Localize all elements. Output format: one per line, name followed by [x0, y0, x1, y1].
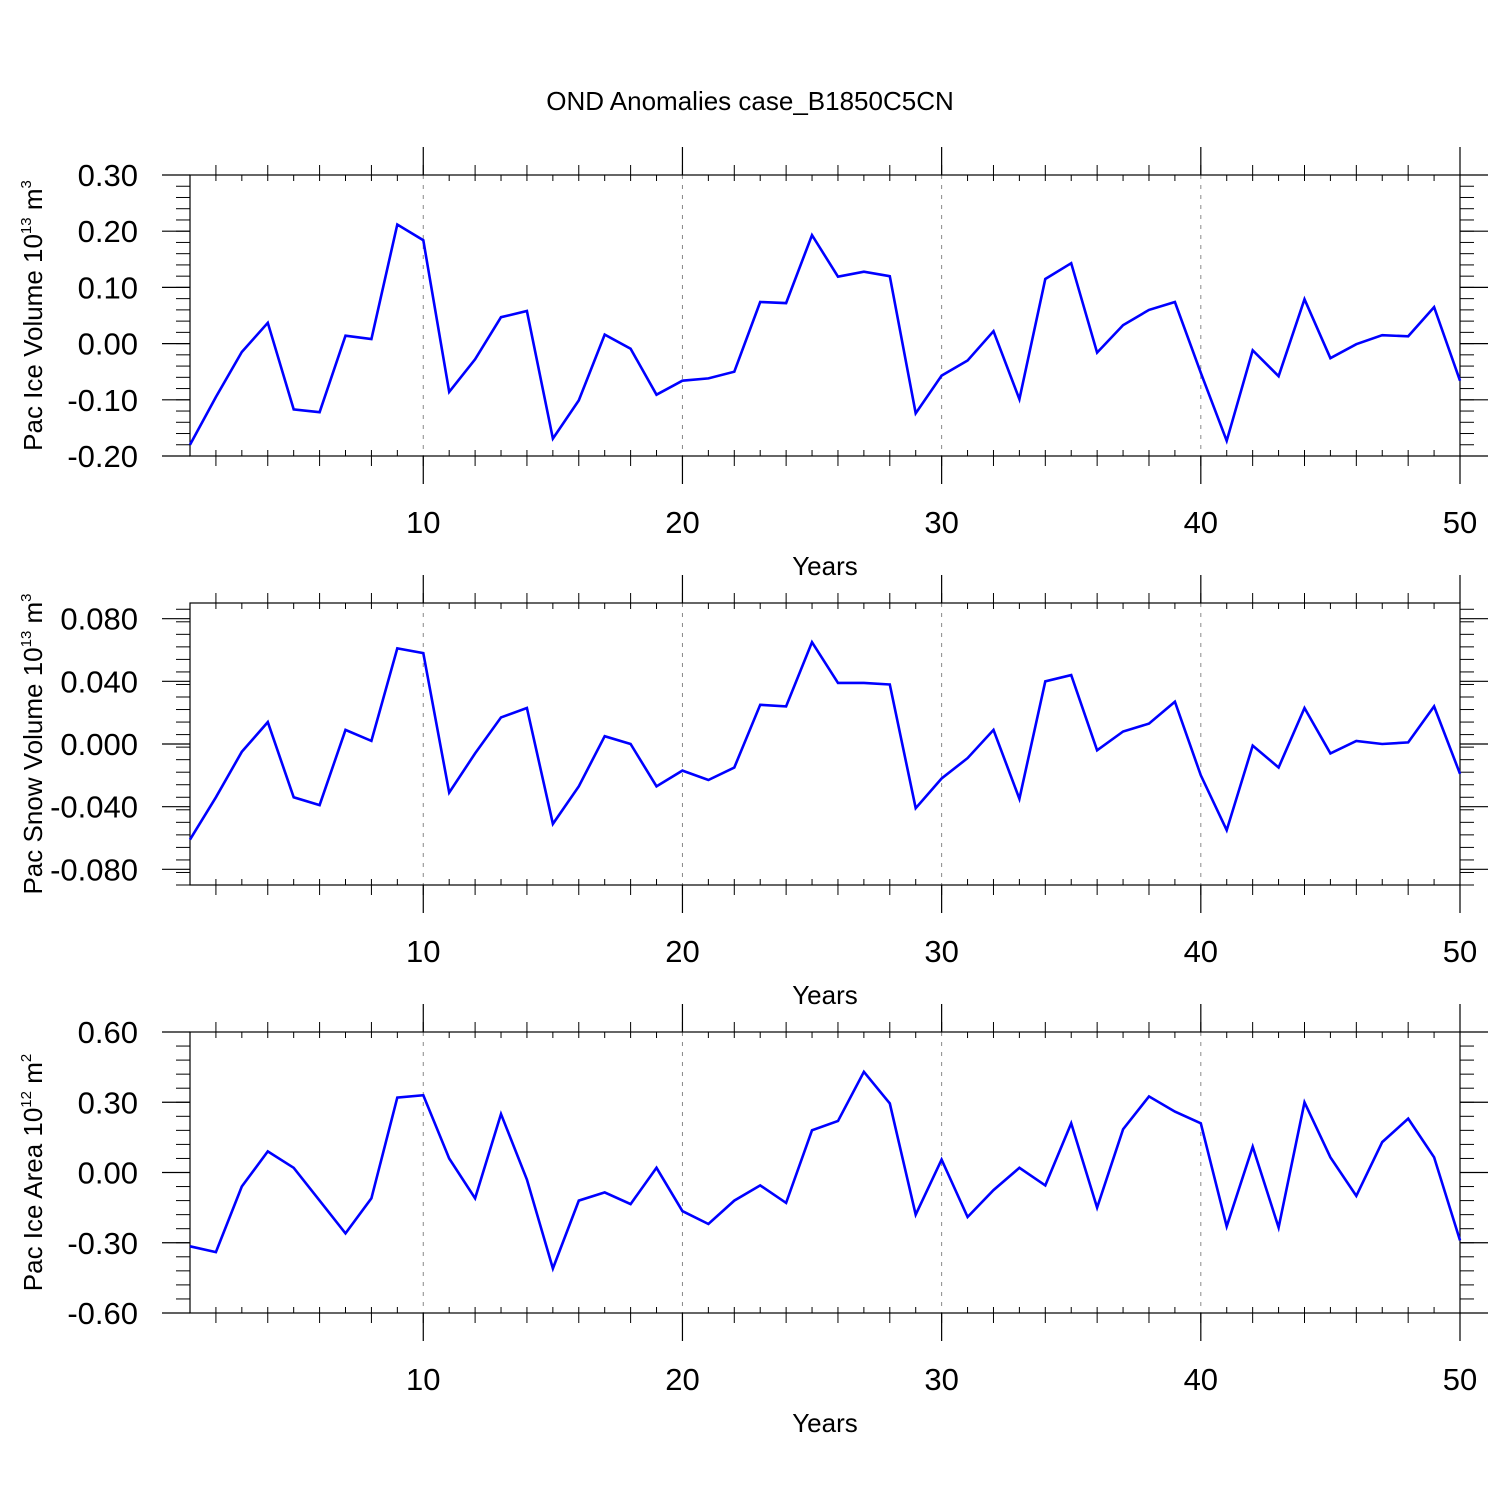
x-tick-label: 20: [665, 1362, 699, 1397]
series-line: [189, 1069, 1462, 1273]
y-tick-label: 0.30: [78, 1085, 138, 1120]
y-label-text: Pac Ice Volume 10: [18, 234, 48, 451]
chart-title: OND Anomalies case_B1850C5CN: [546, 86, 954, 116]
x-tick-label: 30: [924, 934, 958, 969]
y-tick-label: -0.080: [50, 852, 138, 887]
y-tick-label: 0.10: [78, 270, 138, 305]
panel-2: -0.080 -0.040 0.000 0.040 0.080 10 20 30 40 50 Yea…: [18, 575, 1488, 1010]
x-tick-label: 20: [665, 934, 699, 969]
plot-frame: [189, 602, 1461, 886]
y-tick-label: 0.080: [60, 602, 138, 637]
x-tick-label: 40: [1184, 1362, 1218, 1397]
y-tick-label: 0.20: [78, 214, 138, 249]
y-tick-label: 0.040: [60, 664, 138, 699]
x-tick-label: 50: [1443, 934, 1477, 969]
y-tick-label: 0.000: [60, 727, 138, 762]
y-label-exponent: 12: [18, 1091, 35, 1108]
x-tick-label: 10: [406, 1362, 440, 1397]
x-tick-label: 50: [1443, 505, 1477, 540]
y-label-exponent: 13: [18, 217, 35, 234]
panel-1: -0.20 -0.10 0.00 0.10 0.20 0.30 10 20 30 40 50 Year…: [18, 147, 1488, 581]
y-tick-label: -0.10: [67, 383, 138, 418]
panel-3: -0.60 -0.30 0.00 0.30 0.60 10 20 30 40 50 Years Pac…: [18, 1004, 1488, 1438]
y-label-unit-exponent: 3: [18, 180, 35, 188]
y-label-text: Pac Ice Area 10: [18, 1108, 48, 1292]
y-tick-label: 0.30: [78, 158, 138, 193]
y-axis-label: Pac Ice Volume 1013 m3: [18, 180, 48, 451]
y-tick-label: -0.040: [50, 790, 138, 825]
y-label-unit: m: [18, 188, 48, 217]
x-tick-label: 30: [924, 1362, 958, 1397]
x-tick-label: 40: [1184, 934, 1218, 969]
y-tick-label: -0.20: [67, 439, 138, 474]
x-tick-label: 20: [665, 505, 699, 540]
y-label-text: Pac Snow Volume 10: [18, 647, 48, 894]
y-axis-label: Pac Ice Area 1012 m2: [18, 1054, 48, 1291]
x-tick-label: 10: [406, 934, 440, 969]
x-tick-label: 10: [406, 505, 440, 540]
y-label-unit: m: [18, 602, 48, 631]
series-line: [188, 222, 1462, 446]
x-tick-label: 30: [924, 505, 958, 540]
x-axis-label: Years: [792, 551, 858, 581]
x-tick-label: 40: [1184, 505, 1218, 540]
series-line: [188, 639, 1462, 841]
x-axis-label: Years: [792, 1408, 858, 1438]
y-axis-label: Pac Snow Volume 1013 m3: [18, 593, 48, 894]
plot-frame: [189, 1031, 1461, 1314]
y-label-unit-exponent: 2: [18, 1054, 35, 1062]
y-tick-label: 0.00: [78, 1156, 138, 1191]
y-tick-label: 0.00: [78, 327, 138, 362]
y-tick-label: 0.60: [78, 1015, 138, 1050]
y-tick-label: -0.60: [67, 1296, 138, 1331]
panels: -0.20 -0.10 0.00 0.10 0.20 0.30 10 20 30 40 50 Year…: [18, 147, 1488, 1438]
y-label-unit-exponent: 3: [18, 593, 35, 601]
y-label-exponent: 13: [18, 631, 35, 648]
x-axis-label: Years: [792, 980, 858, 1010]
plot-frame: [189, 174, 1461, 457]
y-label-unit: m: [18, 1062, 48, 1091]
x-tick-label: 50: [1443, 1362, 1477, 1397]
y-tick-label: -0.30: [67, 1226, 138, 1261]
